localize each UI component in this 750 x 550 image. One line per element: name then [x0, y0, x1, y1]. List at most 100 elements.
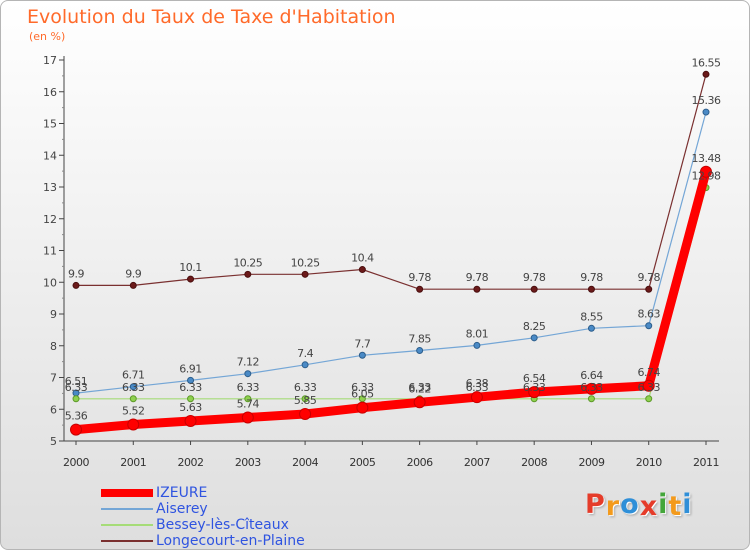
data-label: 6.05: [351, 388, 374, 401]
data-label: 5.52: [122, 404, 145, 417]
x-tick-label: 2008: [521, 456, 547, 469]
data-label: 9.78: [637, 271, 660, 284]
data-label: 6.22: [408, 382, 431, 395]
data-label: 9.9: [68, 267, 84, 280]
data-label: 6.33: [637, 381, 660, 394]
y-tick-label: 17: [43, 54, 57, 67]
data-label: 6.33: [408, 381, 431, 394]
y-tick-label: 11: [43, 245, 57, 258]
data-label: 10.25: [291, 256, 320, 269]
data-label: 5.63: [179, 401, 202, 414]
data-point: [301, 361, 309, 369]
data-point: [301, 395, 309, 403]
x-tick-label: 2003: [235, 456, 261, 469]
data-point: [585, 382, 598, 395]
data-label: 7.85: [408, 333, 431, 346]
legend-label: Aiserey: [156, 501, 208, 517]
x-tick-label: 2009: [578, 456, 604, 469]
data-point: [702, 70, 710, 78]
data-label: 7.12: [237, 356, 260, 369]
legend-swatch: [101, 540, 153, 542]
series-line: [75, 111, 707, 394]
data-label: 6.33: [122, 381, 145, 394]
data-point: [416, 347, 424, 355]
y-tick-label: 14: [43, 149, 57, 162]
data-label: 7.7: [354, 337, 370, 350]
data-point: [127, 418, 140, 431]
x-tick-label: 2007: [464, 456, 490, 469]
data-label: 6.33: [466, 381, 489, 394]
data-label: 8.63: [637, 308, 660, 321]
y-tick-label: 16: [43, 86, 57, 99]
data-point: [470, 391, 483, 404]
series-line: [75, 73, 707, 290]
legend-swatch: [101, 489, 153, 497]
data-point: [528, 386, 541, 399]
x-tick-label: 2004: [292, 456, 318, 469]
data-point: [473, 341, 481, 349]
data-label: 9.78: [408, 271, 431, 284]
x-tick-label: 2000: [63, 456, 89, 469]
data-point: [587, 395, 595, 403]
data-point: [356, 401, 369, 414]
data-point: [301, 270, 309, 278]
data-point: [358, 266, 366, 274]
data-label: 6.51: [65, 375, 88, 388]
logo-letter: o: [620, 489, 640, 520]
data-point: [645, 285, 653, 293]
data-label: 9.78: [580, 271, 603, 284]
data-point: [413, 396, 426, 409]
data-label: 6.33: [351, 381, 374, 394]
data-label: 13.48: [692, 152, 721, 165]
data-point: [299, 408, 312, 421]
data-label: 6.74: [637, 366, 660, 379]
x-tick-label: 2002: [178, 456, 204, 469]
data-label: 6.91: [179, 362, 202, 375]
x-tick-label: 2001: [120, 456, 146, 469]
data-point: [129, 281, 137, 289]
data-point: [702, 108, 710, 116]
data-label: 9.78: [466, 271, 489, 284]
data-point: [244, 395, 252, 403]
data-label: 6.54: [523, 372, 546, 385]
legend-label: Bessey-lès-Cîteaux: [156, 517, 289, 533]
y-tick-label: 7: [50, 372, 57, 385]
data-label: 10.1: [179, 261, 202, 274]
data-label: 10.25: [233, 256, 262, 269]
data-point: [72, 395, 80, 403]
data-point: [187, 395, 195, 403]
y-tick-label: 9: [50, 308, 57, 321]
data-label: 6.33: [179, 381, 202, 394]
data-point: [184, 414, 197, 427]
chart-title: Evolution du Taux de Taxe d'Habitation: [27, 6, 396, 28]
data-point: [700, 165, 712, 178]
series-line: [71, 167, 711, 435]
data-label: 6.33: [237, 381, 260, 394]
data-label: 6.33: [65, 381, 88, 394]
data-label: 15.36: [692, 94, 721, 107]
data-label: 5.36: [65, 410, 88, 423]
data-label: 6.33: [580, 381, 603, 394]
x-tick-label: 2011: [693, 456, 719, 469]
x-tick-label: 2010: [636, 456, 662, 469]
data-point: [530, 285, 538, 293]
logo-letter: r: [605, 491, 621, 522]
data-label: 6.38: [466, 377, 489, 390]
y-tick-label: 10: [43, 276, 57, 289]
y-tick-label: 13: [43, 181, 57, 194]
series-line: [75, 187, 707, 400]
legend-label: Longecourt-en-Plaine: [156, 533, 305, 549]
data-point: [473, 285, 481, 293]
x-tick-label: 2006: [407, 456, 433, 469]
legend-label: IZEURE: [156, 485, 208, 501]
data-label: 16.55: [692, 56, 721, 69]
y-tick-label: 6: [50, 403, 57, 416]
logo-letter: x: [639, 491, 659, 522]
data-point: [241, 411, 254, 424]
data-label: 5.85: [294, 394, 317, 407]
data-point: [587, 324, 595, 332]
data-label: 8.25: [523, 320, 546, 333]
data-point: [645, 395, 653, 403]
data-label: 5.74: [237, 398, 260, 411]
